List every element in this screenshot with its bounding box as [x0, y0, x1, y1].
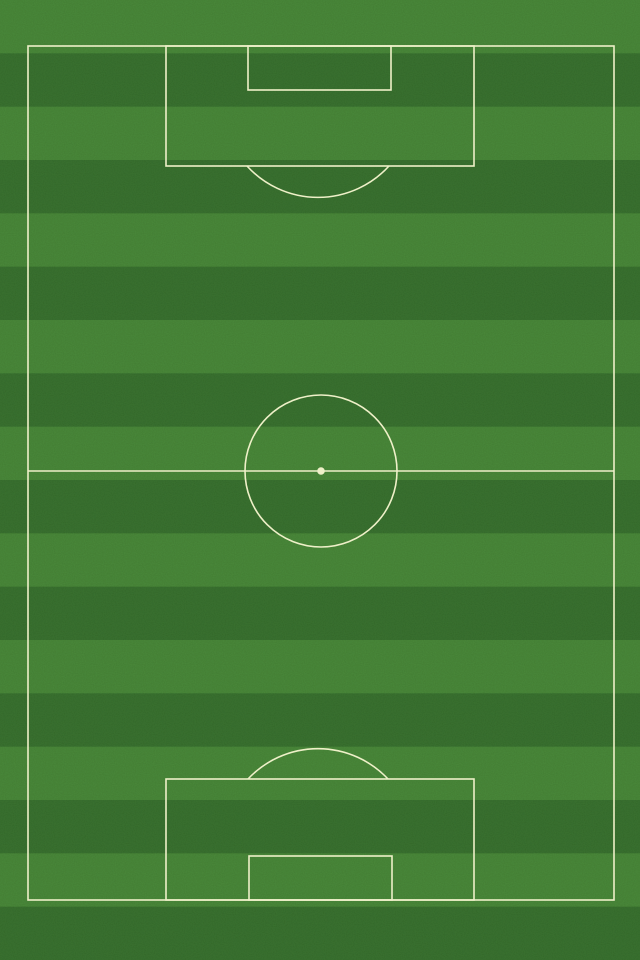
center-spot [317, 467, 325, 475]
top-penalty-arc [246, 165, 390, 199]
grass-stripe [0, 53, 640, 108]
bottom-penalty-arc [247, 747, 389, 780]
grass-stripe [0, 106, 640, 161]
grass-stripe [0, 533, 640, 588]
center-circle [244, 394, 398, 548]
grass-stripe [0, 213, 640, 268]
grass-stripe [0, 480, 640, 534]
grass-stripe [0, 320, 640, 374]
bottom-goal-box [248, 855, 393, 901]
grass-stripe [0, 693, 640, 748]
grass-stripe [0, 853, 640, 908]
grass-stripe [0, 640, 640, 694]
pitch-markings [27, 45, 615, 901]
grass-stripe [0, 0, 640, 54]
grass-stripe [0, 800, 640, 854]
grass-stripe [0, 746, 640, 801]
grass-stripe [0, 160, 640, 214]
grass-stripe [0, 266, 640, 321]
grass-stripe [0, 373, 640, 428]
grass-stripe [0, 906, 640, 960]
grass-stripe [0, 586, 640, 641]
top-goal-box [247, 45, 392, 91]
